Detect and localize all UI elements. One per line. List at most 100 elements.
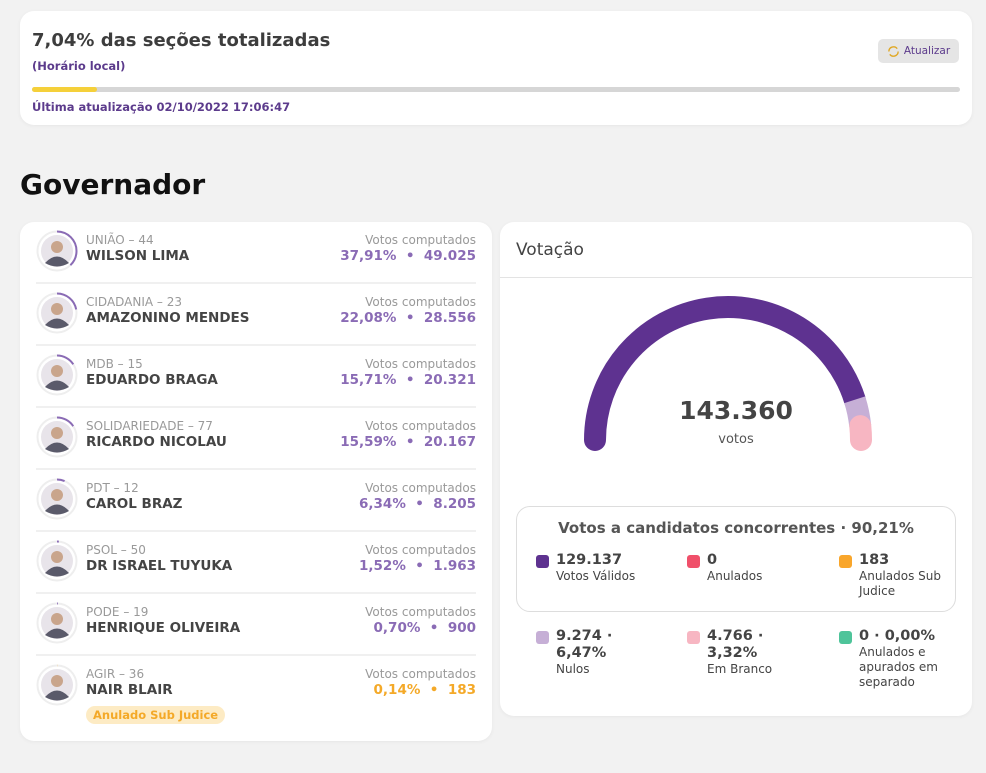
candidate-percent: 22,08%: [340, 310, 397, 326]
candidate-votes: 15,71% • 20.321: [340, 372, 476, 388]
candidate-name: EDUARDO BRAGA: [86, 372, 218, 388]
legend-item: 0 · 0,00% Anulados e apurados em separado: [839, 628, 939, 690]
legend-label: Em Branco: [707, 662, 773, 676]
legend-value: 0 · 0,00%: [859, 628, 935, 644]
refresh-button[interactable]: Atualizar: [878, 39, 959, 63]
votes-gauge: [584, 296, 872, 451]
gauge-segment: [849, 415, 872, 451]
candidate-name: DR ISRAEL TUYUKA: [86, 558, 233, 574]
candidate-votes: 0,14% • 183: [373, 682, 476, 698]
candidate-list: UNIÃO – 44 WILSON LIMA Votos computados …: [20, 222, 492, 741]
refresh-label: Atualizar: [903, 45, 951, 57]
candidate-party: PSOL – 50: [86, 543, 146, 557]
legend-item: 4.766 · 3,32% Em Branco: [687, 628, 787, 677]
legend-swatch: [687, 555, 700, 568]
totalization-card: 7,04% das seções totalizadas (Horário lo…: [20, 11, 972, 125]
candidate-row[interactable]: MDB – 15 EDUARDO BRAGA Votos computados …: [36, 346, 476, 408]
candidate-percent: 15,59%: [340, 434, 397, 450]
last-update: Última atualização 02/10/2022 17:06:47: [32, 100, 291, 114]
candidate-party: CIDADANIA – 23: [86, 295, 183, 309]
candidate-votes: 0,70% • 900: [373, 620, 476, 636]
legend-swatch: [687, 631, 700, 644]
legend-swatch: [839, 555, 852, 568]
candidate-vote-count: 49.025: [423, 248, 476, 264]
candidate-name: AMAZONINO MENDES: [86, 310, 250, 326]
votacao-title: Votação: [500, 222, 972, 278]
votes-label: Votos computados: [365, 543, 476, 557]
candidate-percent: 6,34%: [359, 496, 406, 512]
candidate-avatar: [36, 416, 78, 458]
candidate-party: SOLIDARIEDADE – 77: [86, 419, 213, 433]
candidate-vote-count: 20.321: [423, 372, 476, 388]
candidate-vote-count: 900: [447, 620, 476, 636]
candidate-avatar: [36, 540, 78, 582]
candidate-vote-count: 8.205: [433, 496, 476, 512]
sub-judice-badge: Anulado Sub Judice: [86, 706, 226, 724]
legend-value: 129.137: [556, 552, 623, 568]
candidate-avatar: [36, 478, 78, 520]
candidate-party: UNIÃO – 44: [86, 233, 154, 247]
total-votes-label: votos: [718, 432, 754, 447]
legend-swatch: [536, 631, 549, 644]
total-votes: 143.360: [679, 396, 793, 425]
votes-label: Votos computados: [365, 481, 476, 495]
candidate-row[interactable]: SOLIDARIEDADE – 77 RICARDO NICOLAU Votos…: [36, 408, 476, 470]
concurrent-votes-box: Votos a candidatos concorrentes · 90,21%: [516, 506, 956, 612]
candidate-votes: 37,91% • 49.025: [340, 248, 476, 264]
candidate-percent: 0,14%: [373, 682, 421, 698]
votes-label: Votos computados: [365, 233, 476, 247]
candidate-row[interactable]: UNIÃO – 44 WILSON LIMA Votos computados …: [36, 222, 476, 284]
candidate-avatar: [36, 230, 78, 272]
concurrent-votes-title: Votos a candidatos concorrentes · 90,21%: [558, 519, 914, 537]
candidate-votes: 6,34% • 8.205: [359, 496, 476, 512]
legend-value: 183: [859, 552, 890, 568]
legend-item: 183 Anulados Sub Judice: [839, 552, 954, 599]
candidate-row[interactable]: AGIR – 36 NAIR BLAIR Votos computados 0,…: [36, 656, 476, 740]
progress-fill: [32, 87, 98, 92]
candidate-row[interactable]: PDT – 12 CAROL BRAZ Votos computados 6,3…: [36, 470, 476, 532]
legend-label: Nulos: [556, 662, 590, 676]
candidate-votes: 1,52% • 1.963: [359, 558, 476, 574]
candidate-row[interactable]: PSOL – 50 DR ISRAEL TUYUKA Votos computa…: [36, 532, 476, 594]
candidate-avatar: [36, 354, 78, 396]
legend-label: Votos Válidos: [556, 569, 636, 583]
progress-bar: [32, 87, 960, 92]
candidate-name: CAROL BRAZ: [86, 496, 183, 512]
legend-item: 0 Anulados: [687, 552, 802, 584]
refresh-icon: [888, 45, 899, 57]
legend-value: 0: [707, 552, 718, 568]
candidate-party: PDT – 12: [86, 481, 139, 495]
candidate-vote-count: 28.556: [423, 310, 476, 326]
votes-label: Votos computados: [365, 605, 476, 619]
candidate-percent: 37,91%: [340, 248, 397, 264]
legend-label: Anulados e apurados em separado: [859, 645, 938, 689]
candidate-avatar: [36, 292, 78, 334]
section-title: Governador: [20, 168, 206, 201]
candidate-votes: 22,08% • 28.556: [340, 310, 476, 326]
candidate-party: MDB – 15: [86, 357, 143, 371]
votes-label: Votos computados: [365, 357, 476, 371]
candidate-name: WILSON LIMA: [86, 248, 190, 264]
legend-label: Anulados: [707, 569, 763, 583]
candidate-name: NAIR BLAIR: [86, 682, 173, 698]
candidate-vote-count: 1.963: [433, 558, 476, 574]
legend-value: 9.274 · 6,47%: [556, 628, 613, 661]
candidate-row[interactable]: CIDADANIA – 23 AMAZONINO MENDES Votos co…: [36, 284, 476, 346]
legend-item: 9.274 · 6,47% Nulos: [536, 628, 636, 677]
legend-label: Anulados Sub Judice: [859, 569, 941, 598]
candidate-party: AGIR – 36: [86, 667, 145, 681]
candidate-percent: 0,70%: [373, 620, 421, 636]
legend-swatch: [839, 631, 852, 644]
gauge-segment: [584, 296, 866, 451]
candidate-row[interactable]: PODE – 19 HENRIQUE OLIVEIRA Votos comput…: [36, 594, 476, 656]
legend-item: 129.137 Votos Válidos: [536, 552, 651, 584]
local-time-note: (Horário local): [32, 59, 126, 73]
candidate-party: PODE – 19: [86, 605, 149, 619]
candidate-vote-count: 20.167: [423, 434, 476, 450]
legend-swatch: [536, 555, 549, 568]
candidate-vote-count: 183: [447, 682, 476, 698]
candidate-votes: 15,59% • 20.167: [340, 434, 476, 450]
candidate-name: RICARDO NICOLAU: [86, 434, 227, 450]
candidate-avatar: [36, 664, 78, 706]
votes-label: Votos computados: [365, 295, 476, 309]
